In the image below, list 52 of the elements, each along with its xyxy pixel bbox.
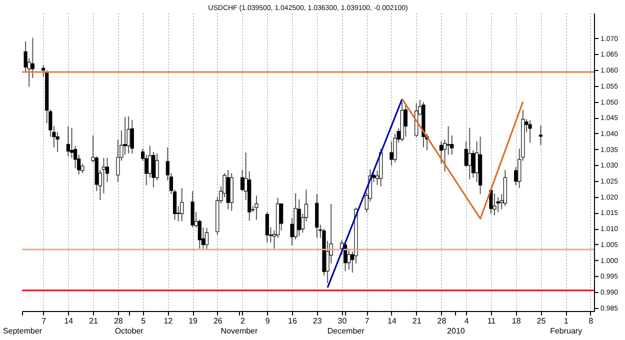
x-tick-label: 7	[364, 316, 370, 326]
x2-tick-label: December	[327, 326, 365, 336]
x-tick-label: 21	[89, 316, 99, 326]
x-tick-label: 21	[412, 316, 422, 326]
candlestick	[130, 120, 134, 154]
x-tick-label: 30	[338, 316, 348, 326]
candlestick	[265, 212, 269, 244]
x-tick-label: 11	[487, 316, 496, 326]
x-tick-label: 9	[265, 316, 270, 326]
x-tick-label: 14	[64, 316, 74, 326]
candlestick	[496, 196, 500, 213]
x2-tick-label: November	[220, 326, 258, 336]
candlestick	[404, 103, 408, 138]
candlestick	[492, 192, 496, 216]
candlestick	[190, 190, 194, 228]
x2-tick-label: February	[550, 326, 582, 336]
x2-tick-label: 2010	[447, 326, 466, 336]
x-tick-label: 2	[240, 316, 246, 326]
candlestick	[538, 125, 543, 146]
candlestick	[126, 116, 130, 154]
candlestick	[468, 127, 472, 180]
candlestick	[30, 37, 34, 78]
x-tick-label: 16	[288, 316, 298, 326]
candlestick	[297, 198, 301, 237]
candlestick	[446, 126, 450, 156]
candlestick	[66, 126, 70, 157]
x-tick-label: 8	[588, 316, 594, 326]
x-tick-label: 23	[312, 316, 322, 326]
candlestick	[204, 227, 209, 250]
x-tick-label: 5	[141, 316, 146, 326]
x2-tick-label: September	[2, 326, 42, 336]
x-tick-label: 19	[188, 316, 198, 326]
candlestick	[70, 127, 74, 158]
candlestick	[347, 248, 351, 270]
x-tick-label: 4	[464, 316, 470, 326]
x-tick-label: 28	[437, 316, 447, 326]
x-tick-label: 28	[114, 316, 124, 326]
x-tick-label: 7	[42, 316, 47, 326]
x-tick-label: 12	[164, 316, 174, 326]
candlestick	[390, 140, 394, 166]
x-tick-label: 18	[512, 316, 522, 326]
candlestick	[528, 120, 532, 144]
x-tick-label: 26	[213, 316, 223, 326]
candlestick	[102, 157, 106, 194]
x-tick-label: 1	[564, 316, 569, 326]
candlestick	[254, 195, 258, 220]
candlestick	[280, 202, 284, 231]
x-tick-label: 14	[388, 316, 397, 326]
x2-tick-label: October	[114, 326, 144, 336]
candlestick	[180, 187, 184, 222]
candlestick	[155, 152, 159, 181]
x-tick-label: 25	[536, 316, 546, 326]
